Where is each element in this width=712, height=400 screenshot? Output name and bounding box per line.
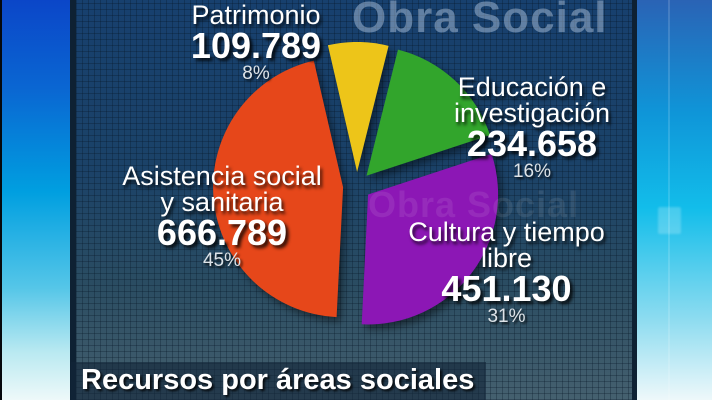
watermark-obra-social: Obra Social	[352, 0, 608, 42]
slice-value: 109.789	[190, 25, 322, 66]
slice-value: 666.789	[156, 212, 288, 253]
left-gradient-strip	[2, 0, 70, 400]
slice-category: Asistencia social y sanitaria	[122, 161, 322, 217]
slice-category: Patrimonio	[191, 0, 321, 30]
slice-value: 234.658	[466, 123, 598, 164]
glint-square	[658, 207, 681, 234]
slice-percent: 16%	[512, 161, 552, 182]
slice-percent: 31%	[487, 306, 526, 327]
slice-label-educacion: Educación e investigación 234.658 16%	[420, 72, 644, 183]
slice-value: 451.130	[441, 268, 572, 309]
right-gradient-strip	[637, 0, 712, 400]
slice-percent: 45%	[202, 250, 242, 271]
title-bar: Recursos por áreas sociales	[71, 362, 486, 400]
slice-label-patrimonio: Patrimonio 109.789 8%	[146, 0, 366, 85]
slice-category: Educación e investigación	[453, 72, 611, 128]
slice-category: Cultura y tiempo libre	[408, 217, 605, 273]
page-title: Recursos por áreas sociales	[81, 364, 475, 396]
slice-label-asistencia: Asistencia social y sanitaria 666.789 45…	[90, 161, 354, 272]
slice-percent: 8%	[242, 63, 270, 84]
slice-label-cultura: Cultura y tiempo libre 451.130 31%	[384, 217, 629, 328]
glint-line	[668, 0, 670, 400]
